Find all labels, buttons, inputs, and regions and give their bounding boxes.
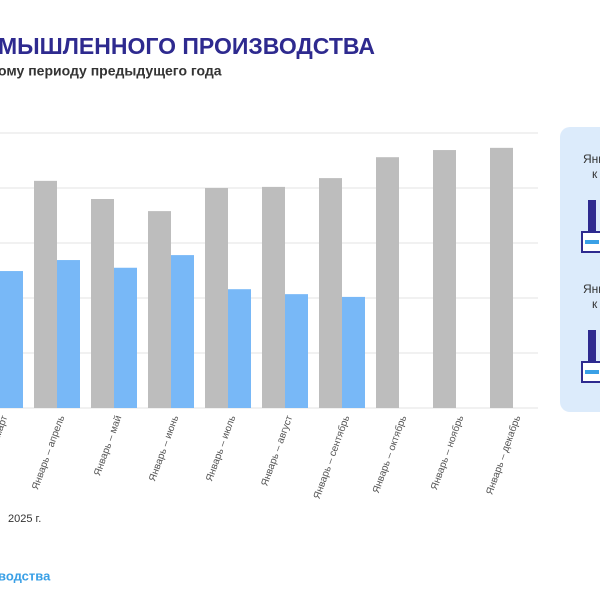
bar — [490, 147, 513, 408]
x-tick-label: Январь – ноябрь — [428, 414, 466, 492]
x-tick-label: Январь – июнь — [147, 414, 181, 483]
x-tick-label: Январь – октябрь — [370, 414, 409, 495]
x-tick-label: Январь – май — [92, 414, 124, 477]
bar — [91, 199, 114, 408]
bar — [148, 211, 171, 408]
chart-subtitle: ому периоду предыдущего года — [0, 63, 222, 79]
bar — [342, 296, 365, 408]
footer: водства — [0, 568, 51, 583]
side-panel: Янв к Янв к — [560, 127, 600, 412]
x-tick-label: Январь – сентябрь — [311, 414, 352, 501]
panel-text: к — [592, 297, 598, 311]
bar — [433, 150, 456, 409]
bar — [319, 178, 342, 408]
panel-text: Янв — [583, 152, 600, 166]
bar — [376, 157, 399, 408]
bar — [228, 289, 251, 408]
bar — [114, 267, 137, 408]
bar — [262, 186, 285, 408]
x-tick-label: Январь – декабрь — [483, 414, 523, 497]
bar — [0, 271, 23, 408]
factory-icon — [581, 200, 600, 253]
bar — [285, 294, 308, 408]
factory-icon — [581, 330, 600, 383]
bar — [57, 260, 80, 408]
chart-title: МЫШЛЕННОГО ПРОИЗВОДСТВА — [0, 33, 375, 59]
bar — [171, 255, 194, 408]
panel-text: Янв — [583, 282, 600, 296]
footnote: 2025 г. — [8, 513, 41, 525]
x-tick-label: Январь – август — [260, 414, 296, 488]
x-tick-label: Январь – июль — [204, 414, 238, 483]
x-tick-label: Январь – апрель — [30, 414, 67, 491]
bar — [34, 180, 57, 408]
x-tick-label: Январь – март — [0, 414, 10, 482]
bar — [205, 188, 228, 408]
panel-text: к — [592, 167, 598, 181]
